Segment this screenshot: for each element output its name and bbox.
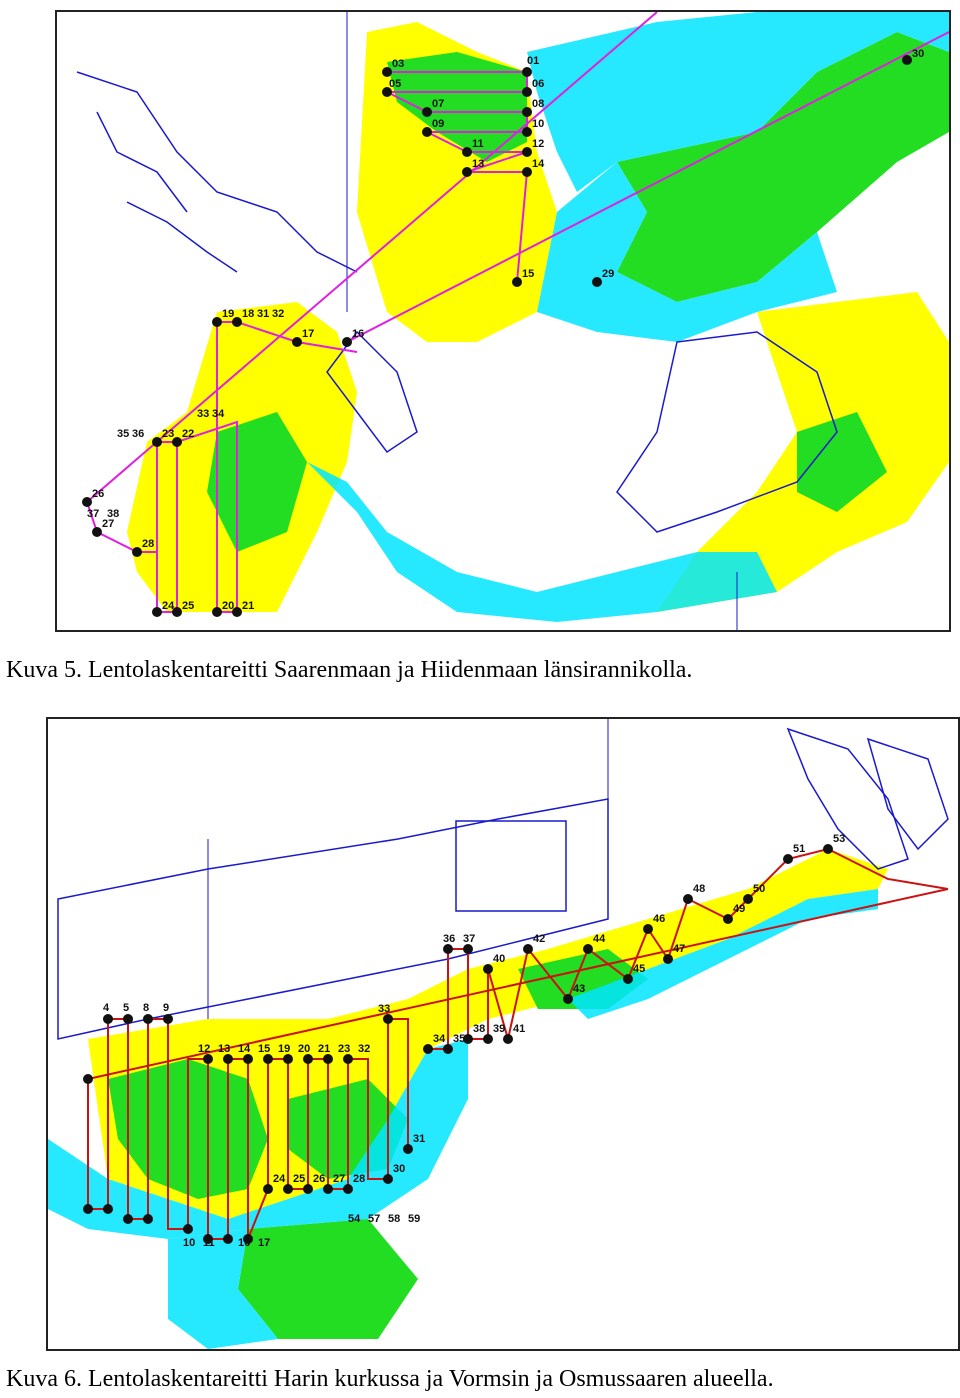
waypoint-label: 13	[218, 1043, 230, 1055]
waypoint-label: 37	[463, 933, 475, 945]
waypoint-label: 15	[258, 1043, 270, 1055]
waypoint-label: 41	[513, 1023, 525, 1035]
waypoint-label: 35	[453, 1033, 465, 1045]
waypoint-label: 14	[238, 1043, 251, 1055]
figure-caption-6: Kuva 6. Lentolaskentareitti Harin kurkus…	[6, 1366, 774, 1392]
waypoint-label: 24	[273, 1173, 286, 1185]
waypoint-label: 39	[493, 1023, 505, 1035]
waypoint-label: 19	[222, 308, 234, 320]
waypoint-label: 11	[203, 1237, 215, 1249]
waypoint-label: 38	[107, 508, 119, 520]
waypoint-label: 27	[333, 1173, 345, 1185]
waypoint-label: 42	[533, 933, 545, 945]
waypoint-label: 37	[87, 508, 99, 520]
waypoint-label: 33	[197, 408, 209, 420]
waypoint-label: 10	[183, 1237, 195, 1249]
waypoint-label: 25	[182, 600, 194, 612]
waypoint-label: 08	[532, 98, 544, 110]
waypoint-label: 30	[912, 48, 924, 60]
waypoint-label: 36	[132, 428, 144, 440]
waypoint-label: 49	[733, 903, 745, 915]
waypoint-label: 18	[242, 308, 254, 320]
waypoint-label: 44	[593, 933, 606, 945]
waypoint-label: 24	[162, 600, 175, 612]
waypoint-label: 01	[527, 55, 539, 67]
route-map-saaremaa-hiiumaa: 01 03 05 06 07 08 09 10 11 12 13 14 15 16 17 18 19 20 21 22…	[55, 10, 951, 632]
waypoint-label: 06	[532, 78, 544, 90]
waypoint-label: 51	[793, 843, 805, 855]
waypoint-label: 31	[257, 308, 269, 320]
waypoint-label: 09	[432, 118, 444, 130]
waypoint-label: 35	[117, 428, 129, 440]
waypoint-label: 12	[532, 138, 544, 150]
waypoint-label: 47	[673, 943, 685, 955]
waypoint-label: 16	[352, 328, 364, 340]
waypoint-label: 15	[522, 268, 534, 280]
waypoint-label: 4	[103, 1002, 110, 1014]
waypoint-label: 21	[318, 1043, 330, 1055]
waypoint-label: 23	[338, 1043, 350, 1055]
waypoint-label: 43	[573, 983, 585, 995]
waypoint-label: 22	[182, 428, 194, 440]
waypoint-label: 14	[532, 158, 545, 170]
waypoint-label: 9	[163, 1002, 169, 1014]
waypoint-label: 26	[92, 488, 104, 500]
waypoint-label: 38	[473, 1023, 485, 1035]
waypoint-label: 32	[272, 308, 284, 320]
waypoint-label: 28	[353, 1173, 365, 1185]
waypoint-label: 45	[633, 963, 645, 975]
waypoint-label: 58	[388, 1213, 400, 1225]
waypoint-label: 29	[602, 268, 614, 280]
waypoint-label: 16	[238, 1237, 250, 1249]
waypoint-label: 17	[302, 328, 314, 340]
waypoint-label: 5	[123, 1002, 129, 1014]
waypoint-label: 27	[102, 518, 114, 530]
waypoint-label: 30	[393, 1163, 405, 1175]
waypoint-label: 21	[242, 600, 254, 612]
waypoint-label: 36	[443, 933, 455, 945]
waypoint-label: 03	[392, 58, 404, 70]
waypoint-label: 46	[653, 913, 665, 925]
waypoint-label: 53	[833, 833, 845, 845]
waypoint-label: 59	[408, 1213, 420, 1225]
map-graphic-1: 01 03 05 06 07 08 09 10 11 12 13 14 15 16 17 18 19 20 21 22…	[76, 12, 949, 630]
waypoint-label: 48	[693, 883, 705, 895]
waypoint-label: 20	[298, 1043, 310, 1055]
waypoint-label: 19	[278, 1043, 290, 1055]
route-map-harin-kurkku-vormsi: 4 5 8 9 10 11 12 13 14 15 16 17 19 20 21 23 24 25 26 27 28 30…	[46, 717, 960, 1351]
waypoint-label: 57	[368, 1213, 380, 1225]
waypoint-label: 26	[313, 1173, 325, 1185]
waypoint-label: 13	[472, 158, 484, 170]
waypoint-label: 12	[198, 1043, 210, 1055]
waypoint-label: 25	[293, 1173, 305, 1185]
figure-caption-5: Kuva 5. Lentolaskentareitti Saarenmaan j…	[6, 657, 693, 683]
waypoint-label: 50	[753, 883, 765, 895]
waypoint-label: 07	[432, 98, 444, 110]
waypoint-label: 23	[162, 428, 174, 440]
waypoint-label: 17	[258, 1237, 270, 1249]
waypoint-label: 8	[143, 1002, 149, 1014]
waypoint-label: 20	[222, 600, 234, 612]
waypoint-label: 33	[378, 1003, 390, 1015]
waypoint-label: 31	[413, 1133, 425, 1145]
waypoint-label: 10	[532, 118, 544, 130]
waypoint-label: 40	[493, 953, 505, 965]
waypoint-label: 11	[472, 138, 484, 150]
waypoint-label: 32	[358, 1043, 370, 1055]
waypoint-label: 34	[433, 1033, 446, 1045]
waypoint-label: 34	[212, 408, 225, 420]
waypoint-label: 54	[348, 1213, 361, 1225]
waypoint-label: 28	[142, 538, 154, 550]
waypoint-label: 05	[389, 78, 401, 90]
